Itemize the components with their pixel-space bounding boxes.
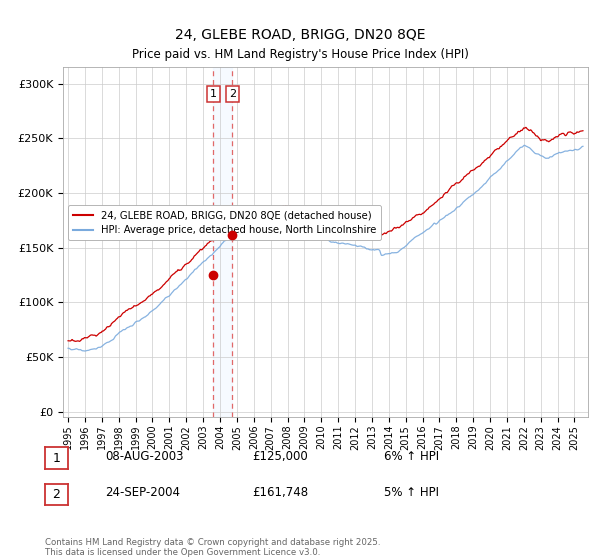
Text: £125,000: £125,000 <box>252 450 308 463</box>
Text: 08-AUG-2003: 08-AUG-2003 <box>105 450 184 463</box>
Text: 2: 2 <box>229 89 236 99</box>
Text: 5% ↑ HPI: 5% ↑ HPI <box>384 486 439 500</box>
Text: 2: 2 <box>52 488 61 501</box>
Text: Contains HM Land Registry data © Crown copyright and database right 2025.
This d: Contains HM Land Registry data © Crown c… <box>45 538 380 557</box>
Bar <box>213 67 232 417</box>
Text: Price paid vs. HM Land Registry's House Price Index (HPI): Price paid vs. HM Land Registry's House … <box>131 48 469 60</box>
Text: 6% ↑ HPI: 6% ↑ HPI <box>384 450 439 463</box>
Text: 1: 1 <box>52 451 61 465</box>
Legend: 24, GLEBE ROAD, BRIGG, DN20 8QE (detached house), HPI: Average price, detached h: 24, GLEBE ROAD, BRIGG, DN20 8QE (detache… <box>68 205 382 240</box>
Text: 24, GLEBE ROAD, BRIGG, DN20 8QE: 24, GLEBE ROAD, BRIGG, DN20 8QE <box>175 28 425 42</box>
Text: 1: 1 <box>210 89 217 99</box>
Text: 24-SEP-2004: 24-SEP-2004 <box>105 486 180 500</box>
Text: £161,748: £161,748 <box>252 486 308 500</box>
